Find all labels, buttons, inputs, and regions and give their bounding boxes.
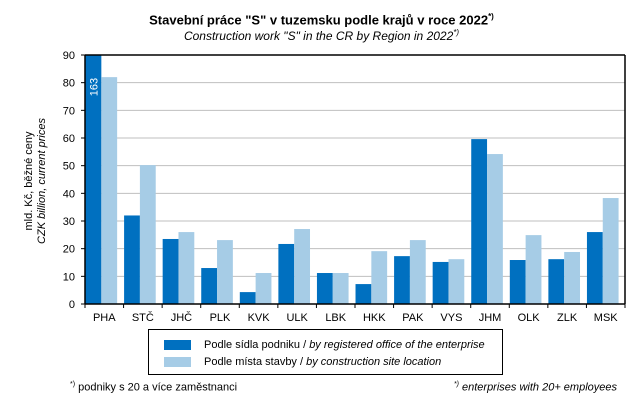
x-tick-label: ULK (286, 312, 308, 324)
bar-jhč-series-0 (162, 238, 179, 304)
bar-stč-series-1 (139, 165, 156, 304)
x-tick-label: PLK (210, 312, 231, 324)
bar-plk-series-0 (201, 268, 218, 304)
bar-pha-series-1 (101, 77, 118, 304)
x-tick-label: LBK (325, 312, 346, 324)
footnote-cz: *) podniky s 20 a více zaměstnanci (70, 381, 237, 394)
data-labels: 163 (88, 78, 100, 96)
bar-lbk-series-0 (316, 273, 333, 304)
y-tick-labels: 0 10 20 30 40 50 60 70 80 90 (63, 50, 75, 311)
footnote-mark: *) (453, 381, 459, 388)
x-tick-label: PHA (93, 312, 116, 324)
x-tick-labels: PHA STČ JHČ PLK KVK ULK LBK HKK PAK VYS JHM OLK ZLK M… (93, 311, 618, 324)
x-tick-label: VYS (440, 312, 462, 324)
bar-plk-series-1 (217, 240, 233, 304)
bar-vys-series-1 (448, 259, 465, 304)
bar-msk-series-0 (586, 232, 603, 304)
y-tick-label: 90 (63, 50, 75, 62)
chart-subtitle: Construction work "S" in the CR by Regio… (0, 28, 643, 43)
legend-label-en: by construction site location (306, 356, 442, 368)
y-tick-label: 0 (69, 299, 75, 311)
y-tick-label: 30 (63, 216, 75, 228)
bar-vys-series-0 (432, 261, 449, 304)
x-tick-label: STČ (132, 311, 154, 324)
x-tick-label: JHČ (171, 311, 192, 324)
legend-label-cz: Podle místa stavby (204, 356, 297, 368)
x-tick-label: PAK (402, 312, 424, 324)
bar-lbk-series-1 (332, 273, 349, 304)
x-tick-label: JHM (479, 312, 502, 324)
bar-hkk-series-0 (355, 284, 372, 304)
y-tick-label: 60 (63, 133, 75, 145)
bar-hkk-series-1 (371, 251, 388, 304)
bar-jhč-series-1 (178, 232, 195, 304)
legend-separator: / (300, 339, 310, 351)
chart-subtitle-text: Construction work "S" in the CR by Regio… (183, 29, 454, 43)
bar-chart: 0 10 20 30 40 50 60 70 80 90 PHA STČ JHČ PLK KVK ULK LB… (63, 50, 626, 324)
bar-kvk-series-0 (239, 292, 256, 304)
footnote-text: enterprises with 20+ employees (458, 381, 617, 394)
legend-label-cz: Podle sídla podniku (204, 339, 301, 351)
bar-jhm-series-0 (471, 139, 488, 304)
bar-olk-series-0 (509, 260, 526, 304)
legend-swatch-dark (164, 340, 191, 350)
legend-separator: / (296, 356, 307, 368)
bars (85, 55, 619, 304)
y-tick-label: 80 (63, 78, 75, 90)
chart-title: Stavební práce "S" v tuzemsku podle kraj… (0, 12, 643, 27)
x-tick-label: ZLK (557, 312, 578, 324)
legend-label: Podle sídla podniku / by registered offi… (204, 338, 485, 352)
y-tick-label: 20 (63, 244, 75, 256)
bar-pak-series-1 (409, 240, 426, 304)
bar-pak-series-0 (394, 256, 410, 304)
x-tick-label: HKK (363, 312, 386, 324)
footnote-mark: *) (70, 381, 76, 388)
bar-kvk-series-1 (255, 273, 272, 304)
data-label: 163 (88, 78, 100, 96)
y-tick-label: 10 (63, 271, 75, 283)
footnote-text: podniky s 20 a více zaměstnanci (75, 381, 238, 394)
subtitle-note: *) (453, 28, 460, 37)
axes (81, 54, 626, 308)
bar-olk-series-1 (525, 235, 542, 304)
bar-stč-series-0 (124, 215, 140, 304)
bar-zlk-series-0 (548, 259, 565, 304)
legend: Podle sídla podniku / by registered offi… (148, 329, 503, 375)
y-tick-label: 70 (63, 105, 75, 117)
legend-swatch-light (164, 357, 191, 367)
bar-ulk-series-0 (278, 243, 295, 304)
legend-label: Podle místa stavby / by construction sit… (204, 355, 441, 369)
footnote-en: *) enterprises with 20+ employees (454, 381, 617, 394)
bar-msk-series-1 (602, 198, 619, 304)
y-tick-label: 50 (63, 161, 75, 173)
bar-pha-series-0 (85, 55, 102, 304)
x-tick-label: KVK (248, 312, 271, 324)
x-tick-label: MSK (594, 312, 619, 324)
legend-label-en: by registered office of the enterprise (309, 339, 485, 351)
title-note: *) (488, 12, 494, 21)
bar-zlk-series-1 (564, 251, 581, 304)
chart-title-text: Stavební práce "S" v tuzemsku podle kraj… (149, 12, 489, 28)
x-tick-label: OLK (518, 312, 541, 324)
bar-jhm-series-1 (487, 154, 503, 304)
y-tick-label: 40 (63, 188, 75, 200)
bar-ulk-series-1 (294, 229, 311, 304)
